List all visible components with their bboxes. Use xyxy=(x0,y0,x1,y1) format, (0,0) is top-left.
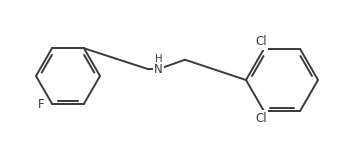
Text: Cl: Cl xyxy=(255,112,267,125)
Text: F: F xyxy=(38,98,45,111)
Text: Cl: Cl xyxy=(255,35,267,48)
Text: H: H xyxy=(155,54,162,64)
Text: N: N xyxy=(154,63,163,76)
